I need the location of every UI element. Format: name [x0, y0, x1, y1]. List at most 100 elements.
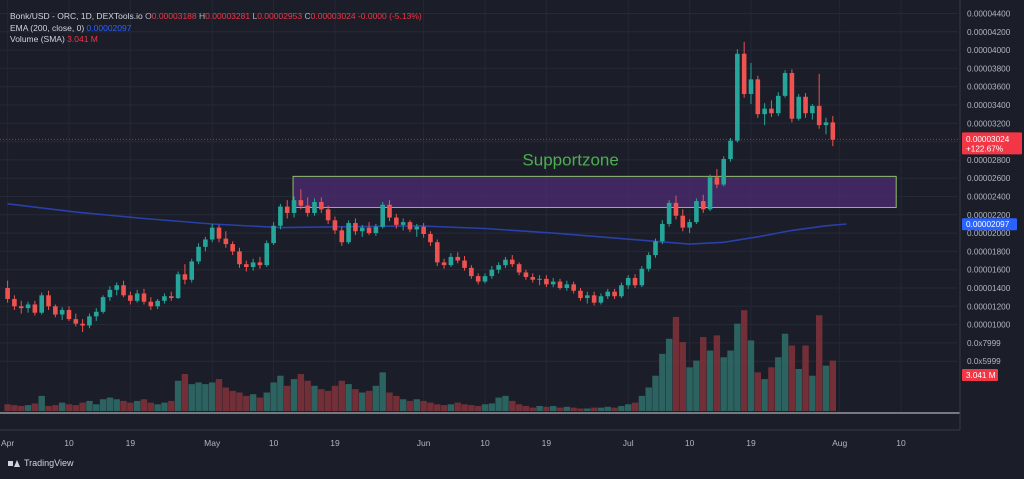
y-tick-label: 0.00004400 — [967, 10, 1011, 19]
candle-body — [639, 268, 645, 286]
volume-bar — [529, 407, 536, 411]
volume-bar — [625, 404, 632, 411]
candle-body — [421, 226, 426, 235]
volume-bar — [256, 397, 264, 411]
volume-bar — [120, 400, 127, 411]
volume-bar — [45, 405, 52, 411]
candle-body — [434, 242, 440, 263]
legend-close-label: C — [304, 11, 311, 21]
volume-bar — [195, 382, 202, 411]
volume-bar — [686, 367, 693, 411]
x-tick-label: Aug — [832, 438, 847, 448]
y-tick-label: 0.00003800 — [967, 64, 1011, 73]
candle-body — [714, 177, 720, 185]
candle-body — [203, 239, 208, 247]
y-tick-label: 0.00003600 — [967, 83, 1011, 92]
candle-body — [735, 53, 740, 141]
candle-body — [537, 278, 542, 280]
candle-body — [544, 278, 549, 285]
y-tick-label: 0.00004200 — [967, 28, 1011, 37]
y-tick-label: 0.00001200 — [967, 302, 1011, 311]
volume-bar — [795, 369, 802, 411]
volume-bar — [393, 395, 400, 411]
y-tick-label: 0.00001400 — [967, 284, 1011, 293]
candle-body — [155, 300, 160, 307]
volume-bar — [58, 402, 66, 411]
legend-ema-row[interactable]: EMA (200, close, 0) 0.00002097 — [10, 23, 422, 35]
candle-body — [128, 295, 133, 301]
volume-bar — [399, 399, 407, 411]
volume-bar — [502, 395, 509, 411]
y-tick-label: 0.00001600 — [967, 266, 1011, 275]
legend-volume-label: Volume (SMA) — [10, 34, 65, 44]
candle-body — [107, 289, 113, 298]
volume-bar — [536, 405, 543, 411]
volume-bar — [447, 404, 455, 411]
candle-body — [550, 281, 556, 285]
legend-symbol[interactable]: Bonk/USD - ORC, 1D, DEXTools.io — [10, 11, 143, 21]
candle-body — [680, 215, 686, 228]
candle-body — [291, 200, 297, 213]
candle-body — [46, 295, 51, 307]
volume-bar — [202, 384, 209, 411]
candle-body — [755, 79, 761, 115]
volume-bar — [406, 400, 414, 411]
candle-body — [366, 227, 372, 234]
candle-body — [448, 256, 454, 266]
candle-body — [25, 304, 31, 309]
y-tick-label: 0.00001800 — [967, 247, 1011, 256]
candle-body — [619, 285, 624, 297]
volume-bar — [209, 382, 216, 411]
candle-body — [564, 284, 570, 288]
candle-body — [59, 309, 65, 315]
volume-bar — [474, 405, 482, 411]
candle-body — [605, 291, 611, 297]
x-tick-label: Jul — [623, 438, 634, 448]
volume-bar — [775, 357, 782, 411]
candle-body — [162, 296, 167, 301]
volume-bar — [277, 375, 284, 411]
candle-body — [789, 72, 795, 119]
candle-body — [5, 288, 10, 299]
volume-bar — [829, 360, 837, 411]
volume-bar — [645, 387, 652, 411]
tradingview-footer[interactable]: TradingView — [8, 458, 74, 468]
candle-body — [80, 323, 85, 326]
candle-body — [823, 122, 829, 126]
volume-bar — [440, 405, 448, 411]
candle-body — [687, 222, 692, 228]
candle-body — [196, 246, 201, 262]
y-tick-label: 0.00004000 — [967, 46, 1011, 55]
volume-bar — [822, 365, 830, 411]
volume-bar — [413, 399, 420, 411]
candle-body — [182, 274, 188, 280]
volume-bar — [488, 403, 496, 411]
volume-bar — [597, 407, 605, 411]
y-tick-label: 0.00002800 — [967, 156, 1011, 165]
candle-body — [673, 202, 679, 216]
y-tick-label: 0.00002000 — [967, 229, 1011, 238]
volume-bar — [556, 407, 564, 411]
volume-bar — [720, 357, 727, 411]
x-tick-label: May — [204, 438, 221, 448]
volume-bar — [99, 399, 107, 411]
candle-body — [666, 202, 672, 224]
candle-body — [278, 206, 283, 226]
candle-body — [298, 200, 304, 206]
volume-bar — [659, 353, 666, 411]
candle-body — [319, 201, 324, 210]
volume-bar — [86, 400, 93, 411]
chart-legend: Bonk/USD - ORC, 1D, DEXTools.io O0.00003… — [10, 11, 422, 46]
candle-body — [700, 201, 706, 210]
candle-body — [741, 53, 747, 95]
volume-bar — [284, 385, 291, 411]
candle-body — [414, 226, 420, 230]
y-tick-label: 0.00002600 — [967, 174, 1011, 183]
candle-body — [707, 177, 713, 210]
legend-volume-row[interactable]: Volume (SMA) 3.041 M — [10, 34, 422, 46]
candle-body — [482, 276, 488, 282]
volume-bar — [127, 402, 134, 411]
candle-body — [441, 262, 447, 266]
